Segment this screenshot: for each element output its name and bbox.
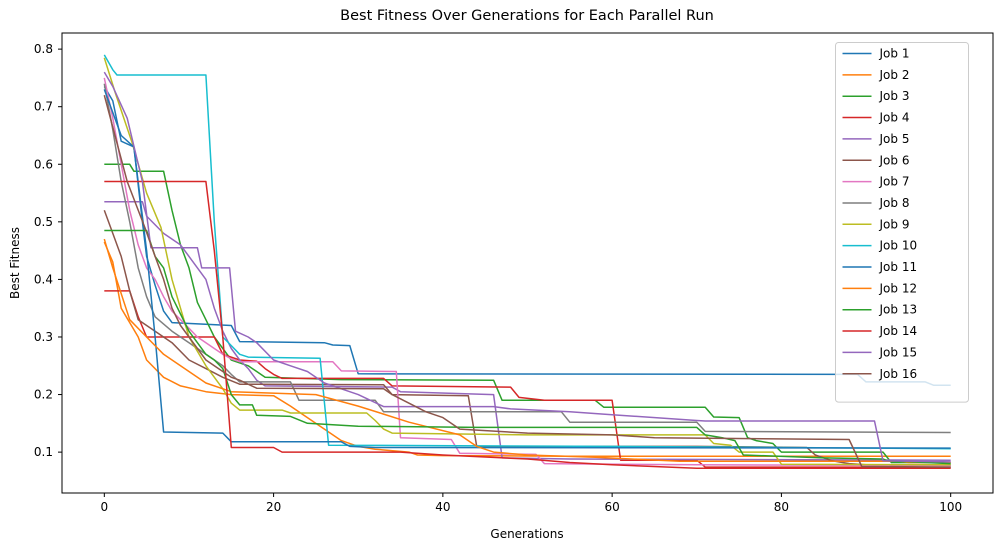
legend-label: Job 7	[879, 175, 910, 189]
legend-label: Job 11	[879, 260, 918, 274]
legend-item-job-16: Job 16	[842, 367, 918, 381]
x-tick-label: 0	[100, 500, 108, 514]
x-axis-label: Generations	[490, 527, 563, 541]
y-tick-label: 0.1	[34, 445, 53, 459]
legend-label: Job 12	[879, 281, 918, 295]
legend-label: Job 16	[879, 367, 918, 381]
legend-item-job-13: Job 13	[842, 303, 918, 317]
y-tick-label: 0.5	[34, 215, 53, 229]
legend-label: Job 2	[879, 68, 910, 82]
x-tick-label: 40	[435, 500, 450, 514]
legend: Job 1 Job 2 Job 3 Job 4 Job 5 Job 6 Job 7 Job 8…	[835, 42, 969, 403]
y-tick-label: 0.7	[34, 100, 53, 114]
legend-item-job-14: Job 14	[842, 324, 918, 338]
legend-item-job-7: Job 7	[842, 175, 910, 189]
legend-item-job-2: Job 2	[842, 68, 910, 82]
legend-item-job-12: Job 12	[842, 281, 918, 295]
legend-item-job-1: Job 1	[842, 47, 910, 61]
legend-label: Job 14	[879, 324, 918, 338]
y-tick-label: 0.4	[34, 272, 53, 286]
legend-label: Job 3	[879, 89, 910, 103]
x-tick-label: 60	[604, 500, 619, 514]
series-line-job-13	[104, 229, 951, 465]
series-line-job-12	[103, 238, 951, 464]
axes-frame	[61, 32, 994, 494]
y-axis-label: Best Fitness	[8, 227, 22, 299]
series-line-job-5	[104, 200, 951, 461]
legend-item-job-15: Job 15	[842, 345, 918, 359]
series-line-job-9	[103, 57, 951, 466]
chart-title: Best Fitness Over Generations for Each P…	[340, 8, 714, 24]
y-tick-label: 0.3	[34, 330, 53, 344]
legend-label: Job 9	[879, 217, 910, 231]
series-line-job-8	[103, 83, 951, 434]
legend-label: Job 8	[879, 196, 910, 210]
legend-item-job-5: Job 5	[842, 132, 910, 146]
series-line-job-16	[103, 95, 951, 468]
legend-label: Job 1	[879, 47, 910, 61]
series-line-job-10	[103, 54, 951, 450]
legend-label: Job 4	[879, 111, 910, 125]
series-line-job-2	[103, 241, 951, 457]
legend-box	[835, 42, 969, 403]
legend-label: Job 6	[879, 153, 910, 167]
x-tick-label: 80	[774, 500, 789, 514]
series-line-job-14	[104, 180, 951, 469]
x-tick-label: 20	[266, 500, 281, 514]
x-tick-label: 100	[939, 500, 962, 514]
series-line-job-4	[104, 290, 951, 468]
legend-item-job-3: Job 3	[842, 89, 910, 103]
legend-label: Job 15	[879, 345, 918, 359]
legend-item-job-6: Job 6	[842, 153, 910, 167]
legend-item-job-10: Job 10	[842, 239, 918, 253]
series-line-job-7	[103, 77, 951, 467]
legend-label: Job 13	[879, 303, 918, 317]
series-layer	[103, 54, 951, 469]
series-line-job-11	[103, 89, 951, 449]
legend-item-job-4: Job 4	[842, 111, 910, 125]
y-tick-label: 0.8	[34, 42, 53, 56]
series-line-job-15	[103, 71, 951, 463]
axes-layer: 0 20 40 60 80 100 0.1 0.2 0.3 0.4 0.5 0.6 0.7 0.8	[34, 32, 994, 514]
legend-item-job-11: Job 11	[842, 260, 918, 274]
legend-item-job-8: Job 8	[842, 196, 910, 210]
y-tick-label: 0.6	[34, 157, 53, 171]
y-tick-label: 0.2	[34, 388, 53, 402]
legend-label: Job 5	[879, 132, 910, 146]
legend-label: Job 10	[879, 239, 918, 253]
legend-item-job-9: Job 9	[842, 217, 910, 231]
